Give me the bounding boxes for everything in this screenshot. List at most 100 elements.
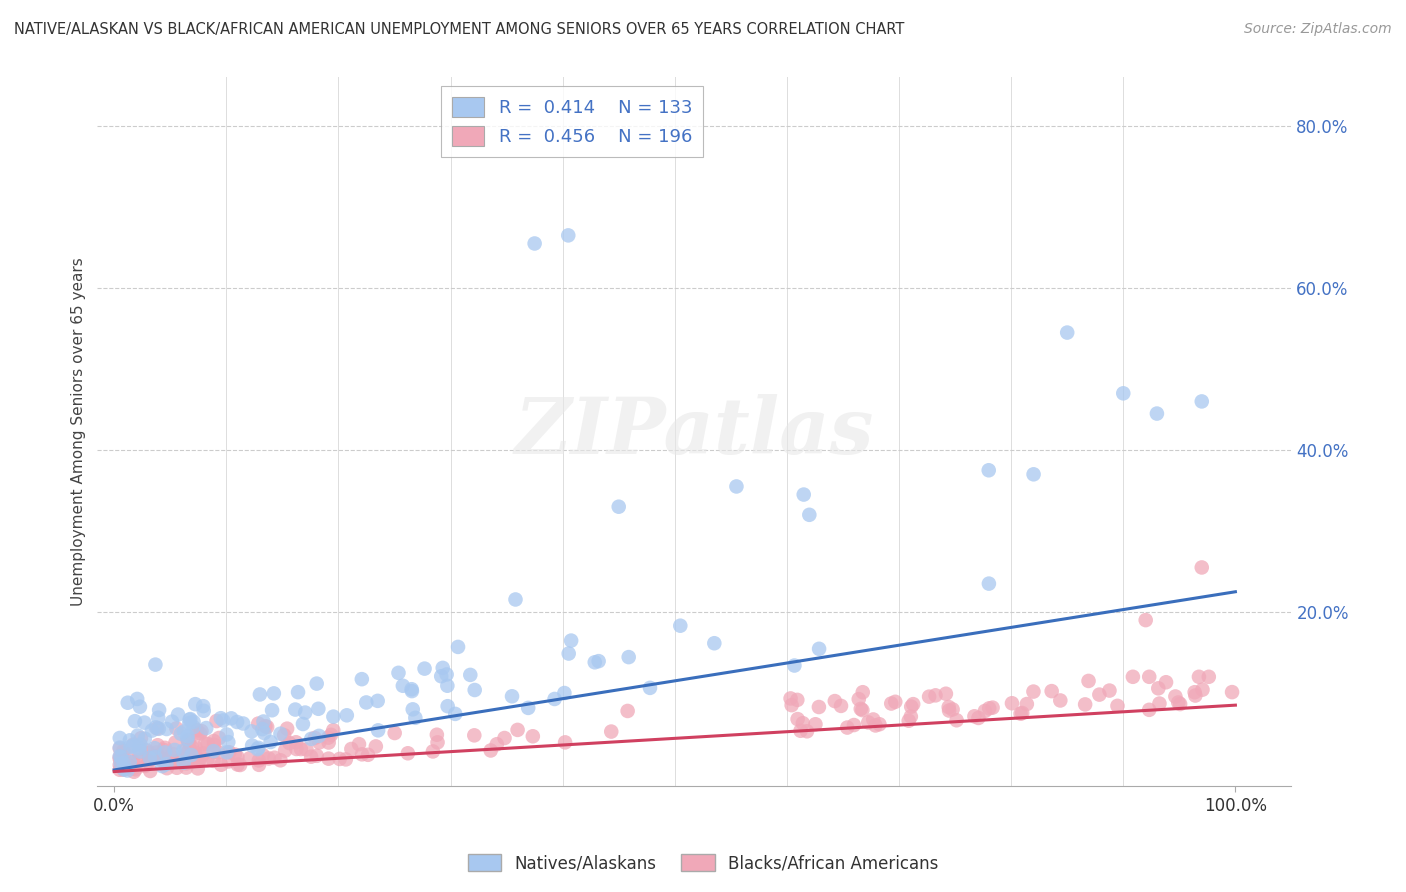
Point: [209, 757, 232, 772]
Point: [807, 700, 830, 714]
Point: [793, 487, 815, 501]
Point: [247, 716, 270, 731]
Point: [197, 753, 219, 767]
Point: [897, 714, 920, 728]
Point: [1077, 673, 1099, 688]
Point: [240, 739, 263, 753]
Point: [285, 735, 308, 749]
Point: [240, 724, 263, 739]
Point: [129, 738, 152, 752]
Point: [1137, 703, 1160, 717]
Point: [367, 694, 389, 708]
Point: [963, 709, 986, 723]
Point: [112, 747, 135, 761]
Point: [830, 698, 852, 713]
Point: [600, 724, 623, 739]
Point: [318, 735, 340, 749]
Point: [364, 739, 387, 754]
Point: [146, 738, 169, 752]
Point: [187, 761, 209, 775]
Point: [1040, 684, 1063, 698]
Point: [163, 743, 186, 757]
Point: [402, 702, 425, 716]
Point: [174, 756, 197, 771]
Point: [148, 722, 170, 736]
Point: [247, 754, 270, 768]
Point: [145, 657, 167, 672]
Point: [553, 686, 575, 700]
Point: [852, 685, 875, 699]
Legend: R =  0.414    N = 133, R =  0.456    N = 196: R = 0.414 N = 133, R = 0.456 N = 196: [440, 87, 703, 157]
Point: [278, 736, 301, 750]
Point: [464, 683, 486, 698]
Point: [124, 714, 146, 728]
Point: [522, 729, 544, 743]
Point: [1191, 682, 1213, 697]
Point: [202, 738, 225, 752]
Point: [506, 723, 529, 737]
Point: [967, 711, 990, 725]
Point: [505, 592, 527, 607]
Point: [176, 729, 198, 743]
Point: [118, 755, 141, 769]
Point: [187, 726, 209, 740]
Point: [145, 746, 167, 760]
Point: [249, 688, 271, 702]
Point: [141, 723, 163, 738]
Point: [274, 743, 297, 757]
Point: [285, 742, 308, 756]
Legend: Natives/Alaskans, Blacks/African Americans: Natives/Alaskans, Blacks/African America…: [461, 847, 945, 880]
Point: [308, 729, 330, 743]
Point: [669, 618, 692, 632]
Point: [108, 752, 131, 766]
Point: [1001, 696, 1024, 710]
Point: [1147, 681, 1170, 696]
Point: [276, 722, 298, 736]
Point: [367, 723, 389, 738]
Point: [247, 740, 270, 755]
Point: [432, 661, 454, 675]
Point: [218, 745, 240, 759]
Point: [884, 695, 907, 709]
Point: [305, 676, 328, 690]
Point: [851, 703, 873, 717]
Point: [1220, 685, 1243, 699]
Point: [215, 727, 238, 741]
Point: [1098, 683, 1121, 698]
Point: [247, 757, 270, 772]
Point: [849, 702, 872, 716]
Point: [1191, 394, 1213, 409]
Point: [229, 758, 252, 772]
Point: [184, 746, 207, 760]
Point: [1168, 697, 1191, 711]
Point: [167, 707, 190, 722]
Point: [977, 463, 1000, 477]
Point: [177, 733, 200, 747]
Point: [238, 751, 260, 765]
Point: [436, 699, 458, 714]
Point: [159, 748, 181, 763]
Point: [1049, 693, 1071, 707]
Point: [918, 690, 941, 704]
Point: [616, 704, 638, 718]
Point: [122, 755, 145, 769]
Point: [190, 724, 212, 739]
Point: [128, 746, 150, 760]
Point: [789, 723, 811, 738]
Point: [122, 761, 145, 775]
Point: [150, 754, 173, 768]
Point: [779, 691, 801, 706]
Point: [1056, 326, 1078, 340]
Point: [837, 721, 859, 735]
Point: [458, 668, 481, 682]
Point: [404, 711, 426, 725]
Point: [256, 720, 278, 734]
Point: [463, 728, 485, 742]
Point: [517, 701, 540, 715]
Point: [392, 679, 415, 693]
Point: [134, 759, 156, 773]
Point: [179, 742, 201, 756]
Point: [357, 747, 380, 762]
Point: [557, 228, 579, 243]
Point: [202, 734, 225, 748]
